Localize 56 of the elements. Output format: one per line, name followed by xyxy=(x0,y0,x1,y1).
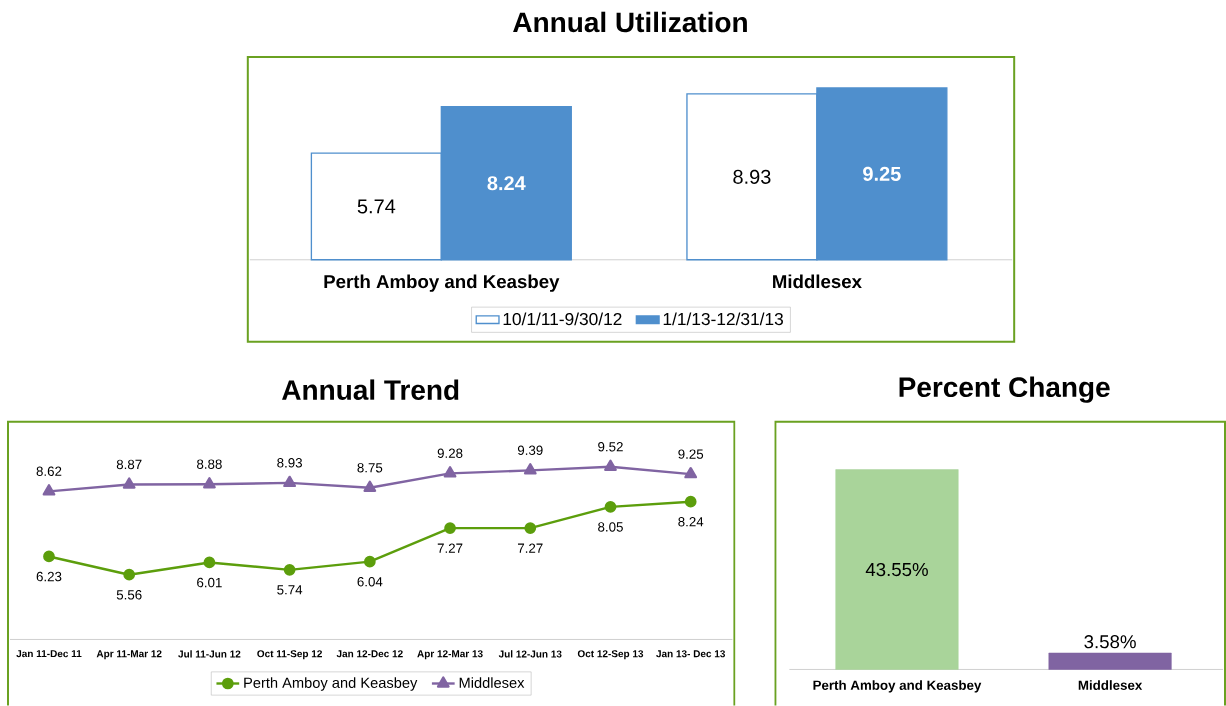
point xyxy=(443,465,457,478)
point xyxy=(524,522,537,534)
x-tick-label: Oct 11-Sep 12 xyxy=(257,649,322,660)
data-label: 8.05 xyxy=(598,522,623,532)
point xyxy=(122,477,136,489)
data-label: 8.24 xyxy=(487,175,526,191)
point xyxy=(203,476,216,489)
point xyxy=(203,556,216,569)
data-label: 5.74 xyxy=(357,199,396,214)
data-label: 6.23 xyxy=(36,571,62,582)
point xyxy=(684,495,697,508)
chart-title: Annual Trend xyxy=(282,379,459,400)
data-label: 8.87 xyxy=(116,459,142,469)
data-label: 5.56 xyxy=(116,589,142,600)
point xyxy=(363,555,376,568)
legend-label: 1/1/13-12/31/13 xyxy=(663,312,783,325)
x-tick-label: Jan 11-Dec 11 xyxy=(16,649,82,657)
x-tick-label: Jul 11-Jun 12 xyxy=(178,649,241,658)
data-label: 8.93 xyxy=(733,169,771,184)
point xyxy=(43,550,55,563)
data-label: 9.39 xyxy=(517,445,543,455)
point xyxy=(42,483,56,496)
point xyxy=(604,500,617,513)
data-label: 7.27 xyxy=(517,543,543,553)
data-label: 8.62 xyxy=(36,466,62,476)
x-tick-label: Jan 13- Dec 13 xyxy=(656,649,726,658)
data-label: 3.58% xyxy=(1084,634,1136,649)
data-label: 9.25 xyxy=(863,166,901,181)
data-label: 6.04 xyxy=(357,576,383,587)
data-label: 8.93 xyxy=(277,457,303,468)
chart-title: Annual Utilization xyxy=(513,11,747,33)
point xyxy=(363,480,377,492)
x-tick-label: Apr 11-Mar 12 xyxy=(96,649,162,660)
data-label: 5.74 xyxy=(277,584,303,595)
point xyxy=(123,568,136,581)
point xyxy=(283,475,297,487)
data-label: 9.25 xyxy=(678,449,704,459)
data-label: 43.55% xyxy=(865,562,928,576)
x-tick-label: Jan 12-Dec 12 xyxy=(336,649,403,658)
x-tick-label: Apr 12-Mar 13 xyxy=(417,649,483,660)
point xyxy=(523,462,537,475)
chart-title: Percent Change xyxy=(899,376,1110,403)
data-label: 9.28 xyxy=(437,448,463,458)
data-label: 8.88 xyxy=(197,459,222,469)
data-label: 8.75 xyxy=(357,462,383,473)
data-label: 7.27 xyxy=(437,543,463,553)
point xyxy=(444,522,456,534)
data-label: 6.01 xyxy=(197,577,222,588)
point xyxy=(283,563,296,576)
point xyxy=(684,466,698,479)
legend-label: 10/1/11-9/30/12 xyxy=(503,312,622,325)
point xyxy=(604,459,617,471)
data-label: 9.52 xyxy=(598,441,623,452)
x-tick-label: Oct 12-Sep 13 xyxy=(577,649,644,660)
x-tick-label: Jul 12-Jun 13 xyxy=(498,649,562,658)
data-label: 8.24 xyxy=(678,516,704,527)
